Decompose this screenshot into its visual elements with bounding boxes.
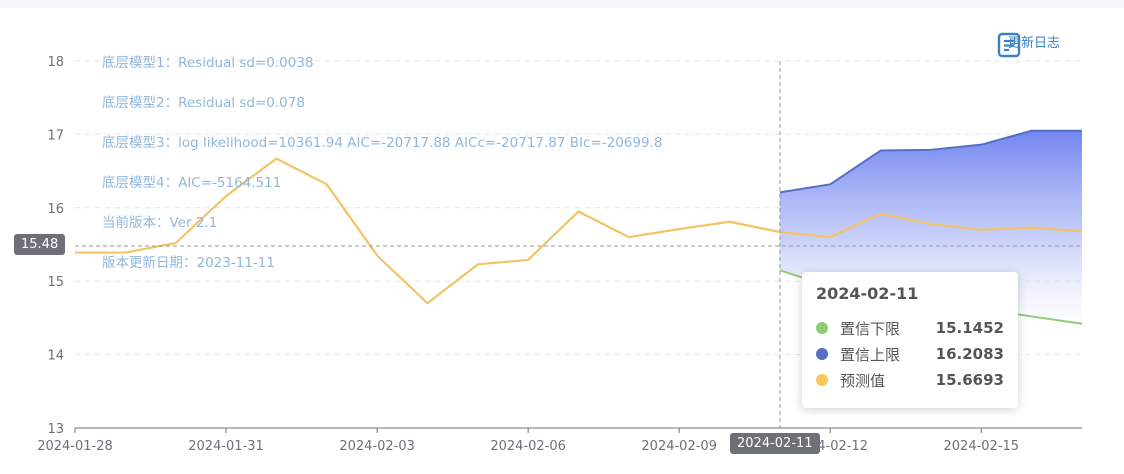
tooltip-title: 2024-02-11 [816,284,919,303]
model-annotations: 底层模型1：Residual sd=0.0038 底层模型2：Residual s… [102,55,662,271]
crosshair [75,61,1082,428]
tooltip-row-value: 15.1452 [935,319,1004,337]
tooltip-row-name: 预测值 [840,371,886,390]
changelog-button[interactable]: 更新日志 [996,32,1072,58]
y-crosshair-label: 15.48 [14,234,66,255]
model-annotation: 底层模型4：AIC=-5164.511 [102,175,281,191]
tooltip-row-value: 15.6693 [935,371,1004,389]
tooltip: 2024-02-11 置信下限 15.1452 置信上限 16.2083 预测值… [802,272,1018,408]
x-tick-label: 2024-02-09 [641,439,717,454]
grid-lines [75,60,1082,356]
changelog-label: 更新日志 [1007,36,1060,51]
y-tick-label: 14 [47,349,64,364]
legend-dot-forecast [816,374,828,386]
legend-dot-lower [816,322,828,334]
y-tick-label: 13 [47,422,64,437]
series-line-forecast [75,157,1083,305]
y-tick-label: 17 [47,128,64,143]
x-tick-label: 2024-02-03 [339,439,415,454]
document-icon [997,32,1021,58]
y-tick-label: 16 [47,202,64,217]
tooltip-row-name: 置信上限 [840,345,901,364]
y-tick-label: 15 [47,275,64,290]
x-tick-label: 2024-01-31 [188,439,264,454]
model-annotation: 底层模型1：Residual sd=0.0038 [102,55,314,71]
tooltip-row-value: 16.2083 [935,345,1004,363]
x-crosshair-label: 2024-02-11 [730,433,820,454]
model-annotation: 底层模型2：Residual sd=0.078 [102,95,305,111]
model-annotation: 当前版本：Ver 2.1 [102,214,217,231]
legend-dot-upper [816,348,828,360]
model-annotation: 版本更新日期：2023-11-11 [102,255,275,271]
tooltip-row-upper: 置信上限 16.2083 [816,341,1004,367]
series-line-upper [779,129,1082,194]
x-tick-label: 2024-02-15 [944,439,1020,454]
x-tick-label: 2024-01-28 [37,439,113,454]
tooltip-row-lower: 置信下限 15.1452 [816,315,1004,341]
y-tick-label: 18 [47,55,64,70]
x-tick-label: 2024-02-06 [490,439,566,454]
tooltip-row-name: 置信下限 [840,319,901,338]
axes: 13 14 15 16 17 18 2024-01-28 2024-01-31 2024-02-… [37,55,1082,454]
tooltip-row-forecast: 预测值 15.6693 [816,367,1004,393]
model-annotation: 底层模型3：log likelihood=10361.94 AIC=-20717… [102,135,662,151]
